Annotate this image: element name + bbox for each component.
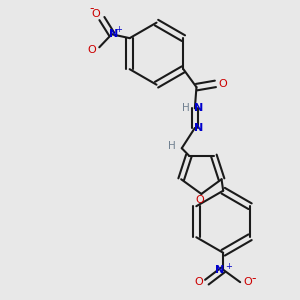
Text: H: H	[168, 141, 176, 151]
Text: -: -	[89, 2, 94, 15]
Text: O: O	[88, 45, 97, 55]
Text: O: O	[92, 9, 100, 19]
Text: N: N	[214, 265, 224, 275]
Text: -: -	[251, 272, 256, 285]
Text: O: O	[195, 195, 204, 205]
Text: O: O	[244, 277, 252, 287]
Text: N: N	[194, 103, 203, 113]
Text: H: H	[182, 103, 190, 113]
Text: O: O	[195, 277, 203, 287]
Text: +: +	[116, 25, 122, 34]
Text: N: N	[109, 29, 118, 39]
Text: O: O	[218, 79, 227, 89]
Text: +: +	[225, 262, 232, 271]
Text: N: N	[194, 123, 203, 133]
